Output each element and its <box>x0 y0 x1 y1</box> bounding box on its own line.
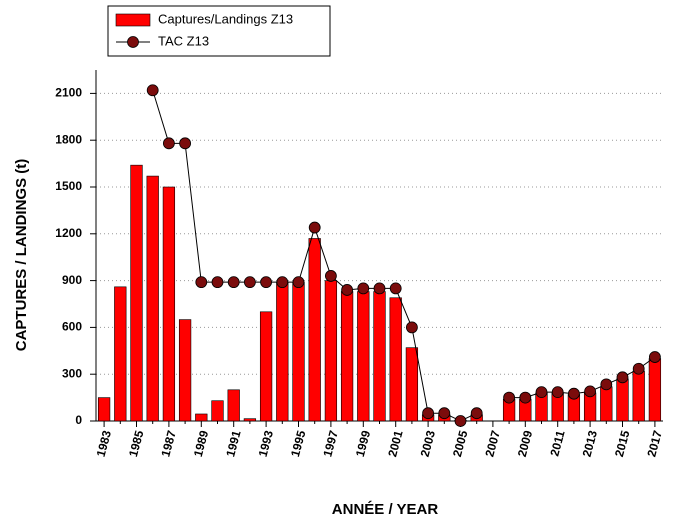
x-tick-label: 1987 <box>158 429 179 459</box>
bar <box>211 400 224 422</box>
tac-point <box>211 276 224 289</box>
tac-point <box>616 371 629 384</box>
tac-point <box>341 284 354 296</box>
bar <box>292 281 305 422</box>
tac-point <box>503 391 516 404</box>
tac-point <box>308 221 321 234</box>
tac-point <box>649 351 661 363</box>
y-tick-label: 600 <box>62 320 82 334</box>
bar <box>308 238 321 422</box>
y-tick-label: 0 <box>75 413 82 427</box>
tac-point <box>568 387 580 400</box>
bar <box>648 358 662 422</box>
tac-point <box>389 282 402 295</box>
tac-point <box>162 137 175 150</box>
tac-point <box>454 415 467 427</box>
bar <box>357 291 370 422</box>
tac-point <box>632 362 645 375</box>
bar <box>130 164 143 422</box>
tac-point <box>584 385 596 398</box>
bar <box>616 378 629 422</box>
tac-point <box>600 378 613 391</box>
x-tick-label: 2017 <box>644 429 665 459</box>
bar <box>146 175 159 422</box>
tac-point <box>324 270 337 282</box>
tac-point <box>519 391 532 404</box>
bar <box>632 370 645 422</box>
bar <box>227 389 240 422</box>
tac-point <box>551 386 564 399</box>
bar <box>389 297 402 422</box>
bar <box>259 311 273 422</box>
y-tick-label: 1800 <box>55 132 82 146</box>
x-tick-label: 1991 <box>223 429 244 459</box>
bar <box>162 186 176 422</box>
bar <box>178 319 192 422</box>
tac-point <box>292 276 305 289</box>
tac-point <box>146 84 159 97</box>
x-tick-label: 2003 <box>418 429 439 459</box>
x-axis-title: ANNÉE / YEAR <box>332 501 439 518</box>
bar <box>600 386 613 422</box>
x-tick-label: 2001 <box>385 429 406 459</box>
x-tick-label: 2005 <box>450 429 471 459</box>
bar <box>405 347 419 422</box>
tac-point <box>373 282 386 295</box>
tac-point <box>276 276 289 289</box>
y-tick-label: 1500 <box>55 179 82 193</box>
x-tick-label: 1989 <box>191 429 212 459</box>
x-tick-label: 2011 <box>547 429 567 458</box>
tac-point <box>405 321 418 334</box>
x-tick-label: 2009 <box>515 429 536 459</box>
tac-point <box>470 407 483 420</box>
tac-point <box>438 407 451 420</box>
legend-marker <box>127 36 139 48</box>
y-tick-label: 2100 <box>55 86 82 100</box>
bar <box>114 286 127 422</box>
bar <box>97 397 111 422</box>
x-tick-label: 1999 <box>353 429 374 459</box>
bar <box>243 418 257 422</box>
tac-point <box>227 276 240 289</box>
tac-point <box>535 386 548 399</box>
x-tick-label: 1995 <box>288 429 309 459</box>
x-tick-label: 1985 <box>126 429 147 459</box>
y-tick-label: 1200 <box>55 226 82 240</box>
bar <box>324 280 338 422</box>
x-tick-label: 1993 <box>256 429 277 459</box>
x-tick-label: 2007 <box>482 429 503 459</box>
bar <box>276 281 289 422</box>
bar <box>373 291 386 422</box>
x-tick-label: 2015 <box>612 429 633 459</box>
tac-point <box>260 276 273 289</box>
x-tick-label: 2013 <box>580 429 601 459</box>
y-tick-label: 900 <box>62 273 82 287</box>
x-tick-label: 1997 <box>320 429 341 459</box>
legend-label: Captures/Landings Z13 <box>158 11 293 26</box>
bar <box>195 413 208 422</box>
legend-label: TAC Z13 <box>158 33 209 48</box>
tac-point <box>422 407 435 420</box>
tac-point <box>195 276 208 289</box>
y-axis-title: CAPTURES / LANDINGS (t) <box>13 159 30 352</box>
y-tick-label: 300 <box>62 366 82 380</box>
tac-point <box>243 276 256 289</box>
tac-point <box>357 282 370 295</box>
bar <box>340 291 354 422</box>
tac-point <box>179 137 192 150</box>
legend-swatch <box>115 13 151 27</box>
x-tick-label: 1983 <box>94 429 115 459</box>
